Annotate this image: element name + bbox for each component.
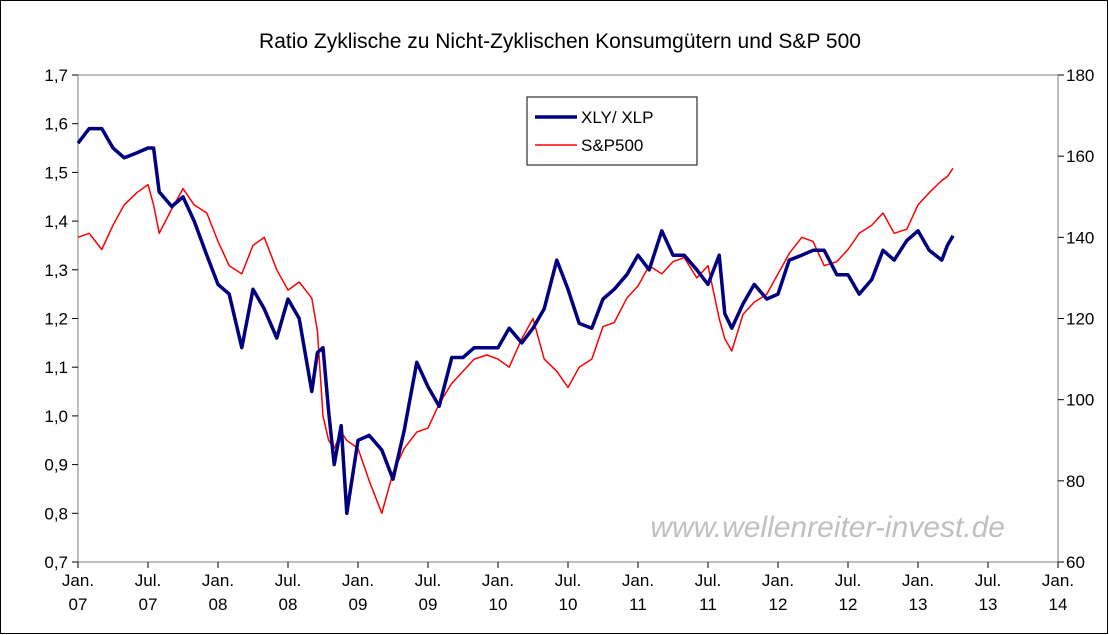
y2-tick-label: 180: [1066, 66, 1094, 85]
y2-tick-label: 120: [1066, 310, 1094, 329]
y2-tick-label: 140: [1066, 228, 1094, 247]
y-tick-label: 1,0: [44, 407, 68, 426]
y-tick-label: 1,1: [44, 358, 68, 377]
y-tick-label: 1,5: [44, 163, 68, 182]
series-line: [76, 126, 955, 516]
x-tick-label: Jul. 13: [975, 571, 1001, 614]
y-tick-label: 1,2: [44, 310, 68, 329]
legend-label: S&P500: [581, 136, 643, 155]
x-tick-label: Jan. 12: [762, 571, 794, 614]
x-tick-label: Jan. 11: [622, 571, 654, 614]
x-tick-label: Jul. 11: [695, 571, 721, 614]
y-tick-label: 0,7: [44, 553, 68, 572]
y2-tick-label: 80: [1066, 472, 1085, 491]
x-tick-label: Jul. 12: [835, 571, 861, 614]
series-line: [77, 167, 954, 515]
x-tick-label: Jul. 10: [555, 571, 581, 614]
legend-label: XLY/ XLP: [581, 108, 653, 127]
y-tick-label: 1,7: [44, 66, 68, 85]
legend-box: [526, 96, 698, 166]
y-tick-label: 0,8: [44, 504, 68, 523]
x-tick-label: Jul. 07: [135, 571, 161, 614]
chart-title: Ratio Zyklische zu Nicht-Zyklischen Kons…: [259, 30, 861, 53]
x-tick-label: Jan. 08: [202, 571, 234, 614]
x-tick-label: Jan. 14: [1042, 571, 1074, 614]
y2-tick-label: 100: [1066, 391, 1094, 410]
x-tick-label: Jan. 09: [342, 571, 374, 614]
x-tick-label: Jul. 08: [275, 571, 301, 614]
y-tick-label: 0,9: [44, 456, 68, 475]
x-tick-label: Jan. 07: [62, 571, 94, 614]
y-tick-label: 1,3: [44, 261, 68, 280]
x-tick-label: Jul. 09: [415, 571, 441, 614]
y2-tick-label: 60: [1066, 553, 1085, 572]
x-tick-label: Jan. 13: [902, 571, 934, 614]
watermark: www.wellenreiter-invest.de: [650, 511, 1005, 544]
y-tick-label: 1,6: [44, 115, 68, 134]
y-tick-label: 1,4: [44, 212, 68, 231]
y2-tick-label: 160: [1066, 147, 1094, 166]
x-tick-label: Jan. 10: [482, 571, 514, 614]
